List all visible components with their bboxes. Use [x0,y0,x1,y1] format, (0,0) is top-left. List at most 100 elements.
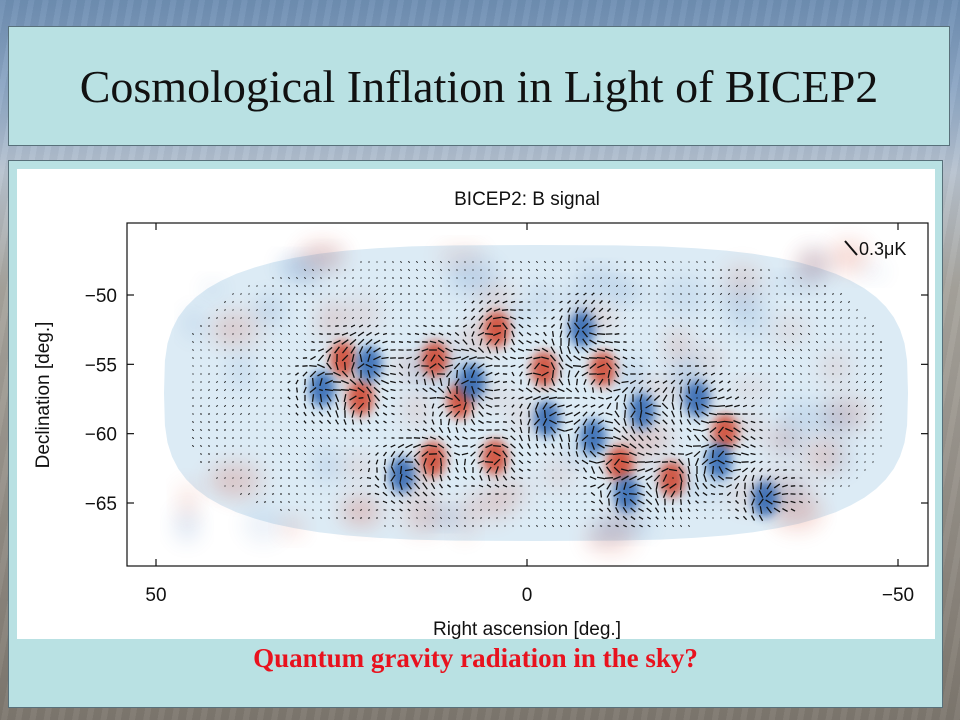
polarization-vector [679,516,683,520]
polarization-vector [263,309,267,311]
polarization-vector [871,365,875,367]
polarization-vector [583,387,587,393]
polarization-vector [598,396,604,400]
polarization-vector [471,409,475,419]
signal-blob [735,414,760,439]
polarization-vector [527,324,531,328]
polarization-vector [399,261,403,263]
polarization-vector [703,333,707,335]
polarization-vector [864,325,866,327]
polarization-vector [750,490,756,498]
polarization-vector [751,380,755,384]
polarization-vector [341,354,349,362]
polarization-vector [776,437,778,439]
polarization-vector [454,476,460,480]
polarization-vector [326,340,332,344]
polarization-vector [808,365,810,367]
polarization-vector [541,371,549,377]
polarization-vector [375,317,379,319]
polarization-vector [750,444,756,448]
polarization-vector [807,501,811,503]
polarization-vector [685,452,693,456]
polarization-vector [615,324,619,328]
polarization-vector [366,346,372,354]
polarization-vector [392,525,394,527]
polarization-vector [455,317,459,319]
polarization-vector [471,308,475,312]
polarization-vector [550,346,556,354]
polarization-vector [766,475,772,481]
polarization-vector [296,428,298,432]
polarization-vector [717,459,725,465]
polarization-vector [328,301,330,303]
polarization-vector [535,452,539,456]
polarization-vector [565,412,573,416]
polarization-vector [628,468,638,472]
polarization-vector [581,322,589,330]
polarization-vector [287,285,291,287]
polarization-vector [744,388,746,392]
polarization-vector [319,445,323,447]
polarization-vector [518,323,524,329]
polarization-vector [678,466,684,474]
x-tick-label: −50 [882,585,914,606]
polarization-vector [303,325,307,327]
polarization-vector [727,372,731,376]
polarization-vector [735,508,739,512]
polarization-vector [791,325,795,327]
polarization-vector [232,485,234,487]
polarization-vector [727,509,731,511]
polarization-vector [199,421,203,423]
polarization-vector [311,277,315,279]
polarization-vector [519,261,523,263]
polarization-vector [662,419,668,425]
polarization-vector [503,501,507,503]
polarization-vector [373,386,381,394]
polarization-vector [567,378,571,386]
polarization-vector [759,373,763,375]
polarization-vector [591,387,595,393]
polarization-vector [583,292,587,296]
polarization-vector [493,451,501,457]
polarization-vector [701,428,709,432]
polarization-vector [701,396,709,400]
polarization-vector [430,427,436,433]
polarization-vector [519,293,523,295]
polarization-vector [383,293,387,295]
polarization-vector [326,410,332,418]
polarization-vector [855,404,859,408]
polarization-vector [573,322,581,330]
polarization-vector [551,452,555,456]
polarization-vector [583,476,587,480]
polarization-vector [248,301,250,303]
polarization-vector [559,345,563,355]
polarization-vector [832,389,834,391]
polarization-vector [879,389,883,391]
polarization-vector [663,507,667,513]
polarization-vector [606,516,612,520]
polarization-vector [375,324,379,328]
polarization-vector [398,499,404,505]
polarization-vector [597,451,605,457]
polarization-vector [375,420,379,424]
polarization-vector [752,317,754,319]
polarization-vector [461,379,469,385]
polarization-vector [710,483,716,489]
polarization-vector [807,461,811,463]
polarization-vector [638,372,644,376]
polarization-vector [240,485,242,487]
polarization-vector [375,452,379,456]
polarization-vector [352,461,354,463]
polarization-vector [567,370,571,378]
polarization-vector [423,457,427,467]
polarization-vector [295,379,299,385]
polarization-vector [653,412,661,416]
polarization-vector [751,396,755,400]
polarization-vector [416,517,418,519]
polarization-vector [728,308,730,312]
polarization-vector [495,346,499,354]
polarization-vector [536,517,538,519]
polarization-vector [734,404,740,408]
polarization-vector [709,426,717,434]
polarization-vector [423,420,427,424]
